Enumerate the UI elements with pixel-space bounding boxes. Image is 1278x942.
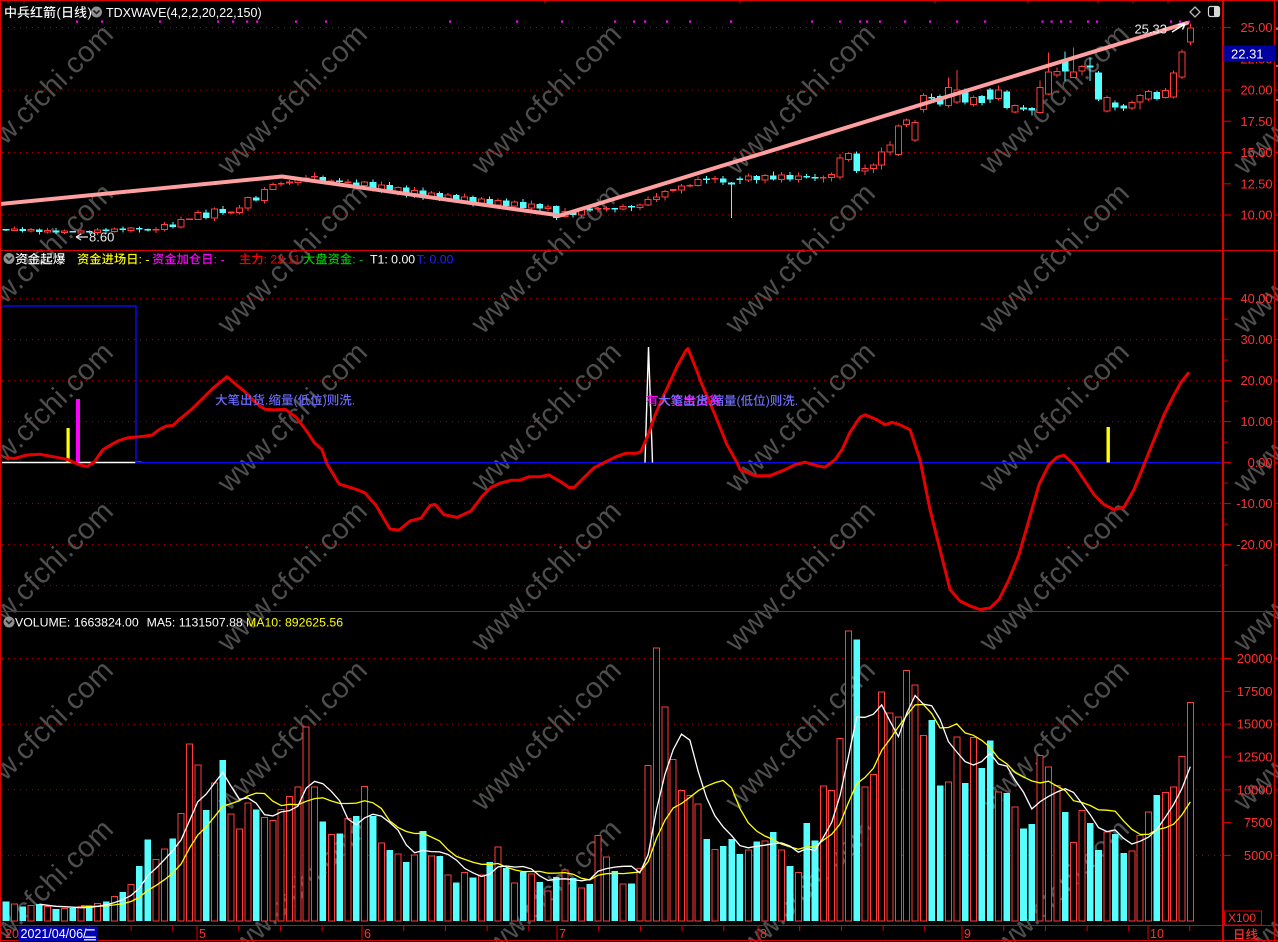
svg-text:10.00: 10.00 <box>1240 208 1272 223</box>
svg-text:25.00: 25.00 <box>1240 20 1272 35</box>
svg-text:5000: 5000 <box>1244 848 1272 863</box>
svg-text:7500: 7500 <box>1244 815 1272 830</box>
svg-text:15000: 15000 <box>1237 717 1273 732</box>
svg-text:22.31: 22.31 <box>1231 47 1264 62</box>
svg-text:5: 5 <box>199 927 206 941</box>
svg-text:MA10: 892625.56: MA10: 892625.56 <box>246 616 343 630</box>
svg-text:-20.00: -20.00 <box>1236 537 1272 552</box>
svg-text:9: 9 <box>964 927 971 941</box>
svg-text:17500: 17500 <box>1237 684 1273 699</box>
svg-text:15.00: 15.00 <box>1240 145 1272 160</box>
svg-text:MA5: 1131507.88: MA5: 1131507.88 <box>147 616 243 630</box>
svg-text:2021/04/06/: 2021/04/06/ <box>21 927 88 941</box>
svg-text:20.00: 20.00 <box>1240 83 1272 98</box>
svg-text:40.00: 40.00 <box>1240 291 1272 306</box>
svg-text:): ) <box>323 394 327 408</box>
svg-text:T1: 0.00: T1: 0.00 <box>370 253 415 267</box>
svg-text:20.00: 20.00 <box>1240 373 1272 388</box>
svg-text:(: ( <box>294 394 299 408</box>
svg-text:(: ( <box>737 394 742 408</box>
svg-text:6: 6 <box>364 927 371 941</box>
svg-text:.: . <box>352 394 355 408</box>
svg-text:.: . <box>265 394 268 408</box>
svg-text:8: 8 <box>760 927 767 941</box>
svg-text:25.33: 25.33 <box>1134 22 1167 37</box>
svg-text:VOLUME: 1663824.00: VOLUME: 1663824.00 <box>15 616 139 630</box>
svg-text:30.00: 30.00 <box>1240 332 1272 347</box>
svg-text:): ) <box>766 394 770 408</box>
svg-text:: -: : - <box>352 253 363 267</box>
svg-text:X100: X100 <box>1228 911 1256 925</box>
svg-text:TDXWAVE(4,2,2,20,22,150): TDXWAVE(4,2,2,20,22,150) <box>106 6 262 20</box>
svg-text:12.50: 12.50 <box>1240 176 1272 191</box>
svg-text:0.00: 0.00 <box>1248 455 1273 470</box>
svg-text:17.50: 17.50 <box>1240 114 1272 129</box>
svg-text:T: 0.00: T: 0.00 <box>417 253 454 267</box>
svg-text:10: 10 <box>1150 927 1164 941</box>
svg-text:.: . <box>708 394 711 408</box>
svg-text:): ) <box>88 5 92 20</box>
svg-text:20000: 20000 <box>1237 651 1273 666</box>
svg-text:-10.00: -10.00 <box>1236 496 1272 511</box>
svg-text:8.60: 8.60 <box>89 230 114 245</box>
svg-text:(: ( <box>57 5 62 20</box>
svg-text:: -: : - <box>139 253 150 267</box>
svg-text:12500: 12500 <box>1237 750 1273 765</box>
svg-text:7: 7 <box>559 927 566 941</box>
svg-text:: 22.11: : 22.11 <box>264 253 301 267</box>
svg-text:10000: 10000 <box>1237 782 1273 797</box>
svg-text:: -: : - <box>214 253 225 267</box>
svg-text:20: 20 <box>5 927 19 941</box>
svg-text:10.00: 10.00 <box>1240 414 1272 429</box>
svg-text:.: . <box>795 394 798 408</box>
